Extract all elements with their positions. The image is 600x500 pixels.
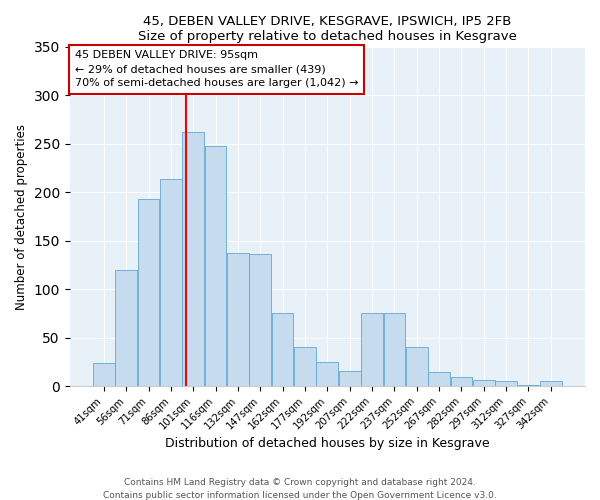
X-axis label: Distribution of detached houses by size in Kesgrave: Distribution of detached houses by size … bbox=[165, 437, 490, 450]
Bar bbox=[361, 314, 383, 386]
Text: Contains HM Land Registry data © Crown copyright and database right 2024.
Contai: Contains HM Land Registry data © Crown c… bbox=[103, 478, 497, 500]
Bar bbox=[518, 385, 539, 386]
Bar bbox=[227, 254, 249, 386]
Bar bbox=[540, 382, 562, 386]
Bar bbox=[316, 362, 338, 386]
Bar bbox=[182, 132, 204, 386]
Bar bbox=[339, 370, 361, 386]
Bar bbox=[272, 314, 293, 386]
Bar bbox=[205, 146, 226, 386]
Bar bbox=[250, 254, 271, 386]
Bar bbox=[383, 314, 405, 386]
Bar bbox=[473, 380, 494, 386]
Bar bbox=[451, 378, 472, 386]
Bar bbox=[294, 348, 316, 386]
Bar bbox=[138, 199, 160, 386]
Bar bbox=[428, 372, 450, 386]
Y-axis label: Number of detached properties: Number of detached properties bbox=[15, 124, 28, 310]
Bar bbox=[160, 178, 182, 386]
Bar bbox=[495, 382, 517, 386]
Bar bbox=[93, 363, 115, 386]
Bar bbox=[406, 348, 428, 386]
Bar bbox=[115, 270, 137, 386]
Text: 45 DEBEN VALLEY DRIVE: 95sqm
← 29% of detached houses are smaller (439)
70% of s: 45 DEBEN VALLEY DRIVE: 95sqm ← 29% of de… bbox=[75, 50, 358, 88]
Title: 45, DEBEN VALLEY DRIVE, KESGRAVE, IPSWICH, IP5 2FB
Size of property relative to : 45, DEBEN VALLEY DRIVE, KESGRAVE, IPSWIC… bbox=[138, 15, 517, 43]
